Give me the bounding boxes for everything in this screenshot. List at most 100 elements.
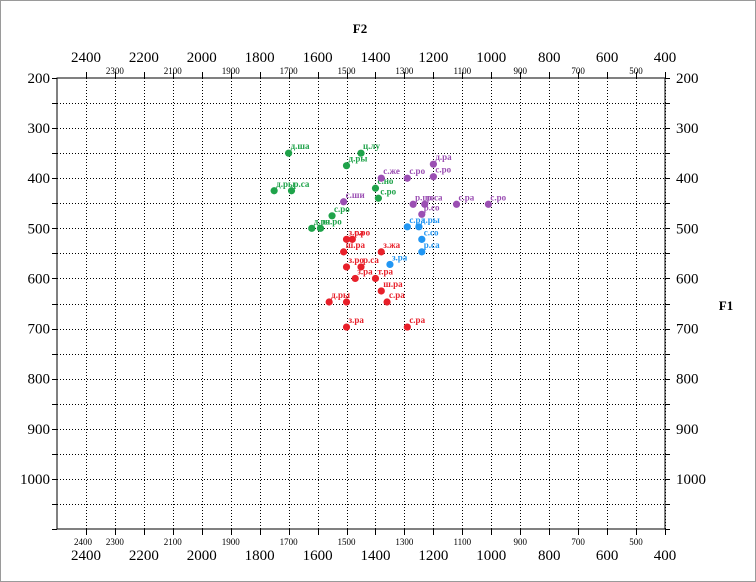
data-point-label: д.ры	[331, 290, 350, 300]
data-point-label: с.ра	[409, 315, 425, 325]
data-point-label: р.са	[294, 179, 310, 189]
y-tick-label-right: 800	[676, 372, 699, 388]
data-point	[308, 224, 316, 232]
data-point-label: с.ра	[409, 215, 425, 225]
data-point-label: с.ши	[346, 190, 365, 200]
data-point-label: ш.ра	[383, 279, 403, 289]
data-point	[348, 235, 356, 243]
data-point	[374, 194, 382, 202]
data-point-label: з.ра	[349, 227, 365, 237]
y-tick-label-right: 400	[676, 171, 699, 187]
x-minor-label-top: 500	[629, 66, 643, 76]
x-axis-title: F2	[353, 21, 367, 36]
data-point	[340, 248, 348, 256]
x-minor-label-bottom: 1500	[338, 537, 357, 547]
x-tick-label-top: 1800	[245, 50, 275, 66]
data-point-label: с.но	[377, 176, 393, 186]
data-point	[325, 298, 333, 306]
data-point-label: д.ша	[291, 141, 310, 151]
y-tick-label-left: 600	[28, 271, 51, 287]
x-minor-label-top: 1700	[280, 66, 299, 76]
y-tick-label-left: 900	[28, 422, 51, 438]
x-tick-label-bottom: 400	[654, 548, 677, 564]
x-minor-label-bottom: 2100	[164, 537, 183, 547]
x-minor-label-top: 1100	[453, 66, 471, 76]
x-tick-label-top: 1000	[476, 50, 506, 66]
data-point-label: д.ры	[276, 179, 295, 189]
x-minor-label-bottom: 900	[513, 537, 527, 547]
x-tick-label-top: 1600	[303, 50, 333, 66]
x-minor-label-bottom: 500	[629, 537, 643, 547]
data-point	[403, 223, 411, 231]
data-point	[342, 263, 351, 271]
tick-labels: 2400240022002200200020001800180016001600…	[20, 50, 706, 564]
x-tick-label-top: 2200	[129, 50, 159, 66]
data-point-label: з.ра	[349, 315, 365, 325]
x-tick-label-top: 400	[654, 50, 677, 66]
data-point-label: р.са	[363, 255, 379, 265]
y-tick-label-left: 500	[28, 221, 51, 237]
grid	[57, 78, 666, 529]
x-minor-label-top: 2300	[106, 66, 125, 76]
y-tick-label-right: 900	[676, 422, 699, 438]
data-point	[418, 210, 426, 218]
x-tick-label-bottom: 2400	[71, 548, 101, 564]
x-minor-label-top: 1500	[338, 66, 357, 76]
x-minor-label-bottom: 2400	[74, 537, 93, 547]
x-minor-label-bottom: 1900	[222, 537, 241, 547]
data-point	[377, 174, 385, 182]
data-point	[351, 274, 359, 283]
x-minor-label-bottom: 1300	[395, 537, 414, 547]
data-point-label: с.ра	[459, 192, 475, 202]
x-tick-label-top: 1200	[418, 50, 448, 66]
y-tick-label-right: 300	[676, 121, 699, 137]
data-point	[285, 149, 293, 157]
data-point-label: с.ро	[435, 165, 451, 175]
x-tick-label-bottom: 1200	[418, 548, 448, 564]
data-point	[415, 223, 423, 231]
data-point-label: с.ро	[334, 204, 350, 214]
data-point	[342, 162, 351, 170]
x-minor-label-bottom: 1700	[280, 537, 299, 547]
x-minor-label-top: 700	[571, 66, 585, 76]
data-point-label: с.же	[383, 166, 400, 176]
y-tick-label-right: 1000	[676, 472, 706, 488]
data-point-label: с.ро	[354, 227, 370, 237]
y-tick-label-right: 600	[676, 271, 699, 287]
x-tick-label-bottom: 1000	[476, 548, 506, 564]
data-point	[371, 274, 380, 283]
x-tick-label-bottom: 2000	[187, 548, 217, 564]
data-point	[421, 200, 429, 208]
x-minor-label-bottom: 2300	[106, 537, 125, 547]
data-point	[403, 323, 411, 331]
data-point-label: з.ро	[349, 255, 365, 265]
x-minor-label-bottom: 1100	[453, 537, 471, 547]
data-point-label: т.ра	[377, 266, 393, 276]
data-point-label: с.ро	[490, 192, 506, 202]
x-minor-label-top: 900	[513, 66, 527, 76]
data-points: д.ша ц.луд.рыд.рыр.са с.нос.рос.род.раш.ро…	[270, 141, 507, 331]
x-tick-label-bottom: 800	[538, 548, 561, 564]
axis-ticks	[52, 72, 670, 535]
data-point	[484, 200, 492, 208]
data-point	[377, 287, 385, 295]
data-point	[270, 187, 278, 195]
data-point	[409, 200, 417, 208]
x-minor-label-top: 1300	[395, 66, 414, 76]
data-point-label: д.ры	[421, 215, 440, 225]
data-point-label: д.ры	[349, 154, 368, 164]
y-tick-label-left: 200	[28, 71, 51, 87]
data-point	[418, 235, 426, 243]
x-tick-label-top: 1400	[360, 50, 390, 66]
data-point	[342, 298, 351, 306]
data-point	[316, 224, 325, 232]
y-tick-label-left: 400	[28, 171, 51, 187]
data-point	[452, 200, 461, 208]
data-point	[342, 235, 351, 243]
data-point-label: з.ра	[357, 266, 373, 276]
y-tick-label-left: 1000	[20, 472, 50, 488]
y-tick-label-right: 500	[676, 221, 699, 237]
y-tick-label-left: 700	[28, 322, 51, 338]
data-point-label: з.ра	[392, 252, 408, 262]
